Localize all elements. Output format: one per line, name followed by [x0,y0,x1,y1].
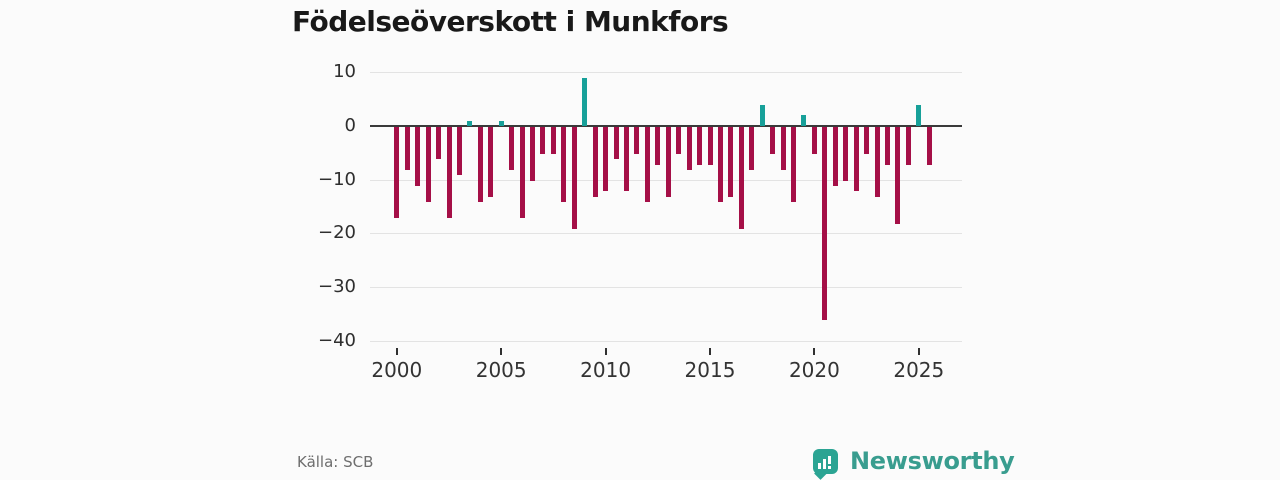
bar-2009H2 [592,127,598,197]
bar-2013H1 [665,127,671,197]
bar-2007H1 [540,127,546,154]
newsworthy-wordmark: Newsworthy [850,447,1015,475]
x-tick-mark [813,348,816,355]
newsworthy-logo: Newsworthy [813,444,1015,480]
bar-2025H2 [926,127,932,165]
bar-2021H1 [832,127,838,187]
bar-2004H1 [477,127,483,203]
y-tick-label: −20 [318,222,356,244]
bar-2006H1 [519,127,525,219]
bar-2025H1 [916,104,922,126]
gridline [370,340,962,342]
y-tick-label: −30 [318,276,356,297]
bar-2020H2 [822,127,828,321]
bar-2002H2 [446,127,452,219]
bar-2000H2 [404,127,410,170]
y-tick-label: −10 [318,168,356,190]
bar-2018H1 [770,127,776,154]
bar-2008H2 [571,127,577,229]
bar-2012H2 [655,127,661,165]
source-label: Källa: SCB [297,453,374,471]
x-tick-mark [604,348,607,355]
bar-2019H2 [801,115,807,126]
bar-2014H1 [686,127,692,170]
bar-2011H1 [623,127,629,192]
bar-chart-speech-bubble-icon [813,448,838,480]
y-tick-label: 10 [333,61,356,83]
x-tick-label: 2010 [580,358,632,382]
zero-axis-line [370,125,962,127]
bar-2016H1 [728,127,734,197]
bar-2001H2 [425,127,431,203]
gridline [370,287,962,288]
bar-2000H1 [394,127,400,219]
bar-2015H2 [717,127,723,203]
bar-2017H1 [749,127,755,170]
bar-2007H2 [550,127,556,154]
x-tick-label: 2025 [893,358,945,382]
bar-2019H1 [791,127,797,203]
bar-2015H1 [707,127,713,165]
bar-2006H2 [530,127,536,181]
bar-2012H1 [644,127,650,203]
bar-2022H2 [864,127,870,154]
bar-2016H2 [738,127,744,229]
bar-2010H1 [603,127,609,192]
bar-2017H2 [759,104,765,126]
gridline [370,72,962,74]
bar-2020H1 [811,127,817,154]
bar-2003H1 [456,127,462,176]
x-tick-mark [500,348,503,355]
x-tick-label: 2005 [475,358,527,382]
bar-2011H2 [634,127,640,154]
x-tick-label: 2000 [371,358,423,382]
bar-2018H2 [780,127,786,170]
bar-2014H2 [697,127,703,165]
x-tick-label: 2020 [788,358,840,382]
bar-2008H1 [561,127,567,203]
bar-2005H2 [509,127,515,170]
bar-2001H1 [415,127,421,187]
x-tick-mark [395,348,398,355]
bar-2013H2 [676,127,682,154]
y-tick-label: −40 [318,329,356,351]
bar-2023H1 [874,127,880,197]
y-tick-label: 0 [344,115,356,136]
bar-2005H1 [498,120,504,126]
gridline [370,233,962,235]
bar-2010H2 [613,127,619,160]
bar-2024H1 [895,127,901,224]
bar-2024H2 [905,127,911,165]
bar-2009H1 [582,77,588,126]
bar-2023H2 [884,127,890,165]
chart-title: Födelseöverskott i Munkfors [292,5,729,38]
bar-2021H2 [843,127,849,181]
x-tick-label: 2015 [684,358,736,382]
x-tick-mark [917,348,920,355]
bar-2002H1 [436,127,442,160]
bar-2004H2 [488,127,494,197]
bar-2022H1 [853,127,859,192]
bar-2003H2 [467,120,473,126]
x-tick-mark [709,348,711,355]
plot-area [370,65,962,357]
